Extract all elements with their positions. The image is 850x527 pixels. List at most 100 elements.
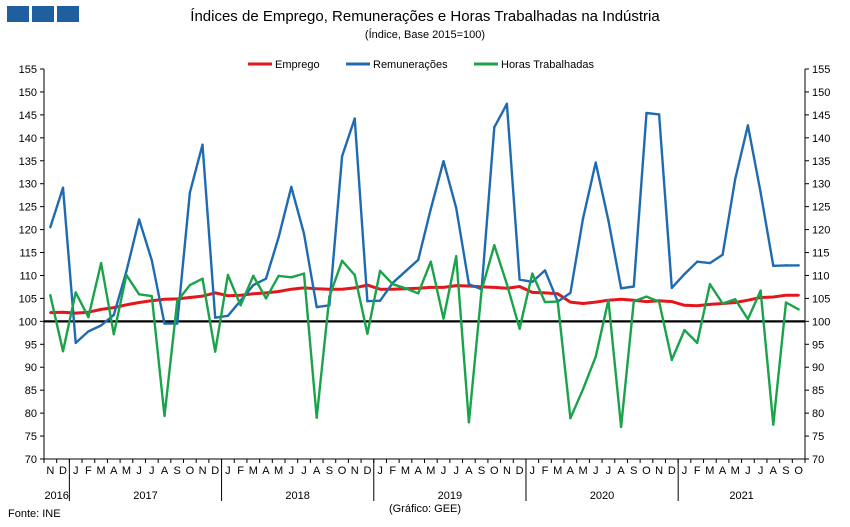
x-month-label: D — [59, 465, 67, 477]
series-3-point — [645, 295, 648, 298]
series-1-point — [226, 294, 230, 297]
series-2-point — [252, 283, 255, 287]
x-month-label: D — [668, 465, 676, 477]
series-1-point — [74, 311, 77, 315]
series-2-point — [772, 264, 775, 268]
y-tick-right-label: 90 — [812, 362, 824, 374]
x-month-label: S — [478, 465, 485, 477]
x-month-label: N — [351, 465, 359, 477]
logo-block-1 — [7, 6, 29, 22]
series-3-point — [175, 299, 179, 303]
series-2-point — [442, 160, 445, 163]
x-month-label: J — [530, 465, 536, 477]
series-2-point — [340, 154, 344, 158]
series-1-point — [619, 298, 623, 301]
series-2-point — [607, 219, 610, 222]
chart-subtitle: (Índice, Base 2015=100) — [364, 29, 486, 41]
series-3-point — [290, 276, 293, 279]
x-month-label: M — [553, 465, 562, 477]
y-tick-right-label: 80 — [812, 408, 824, 420]
series-3-point — [302, 272, 306, 275]
series-3-point — [670, 358, 674, 362]
series-2-point — [746, 124, 750, 127]
series-2-point — [543, 269, 547, 272]
series-3-point — [252, 274, 255, 278]
series-2-point — [632, 285, 635, 288]
series-1-point — [543, 291, 547, 295]
y-tick-right-label: 95 — [812, 339, 824, 351]
x-month-label: S — [326, 465, 333, 477]
series-3-point — [391, 282, 394, 286]
series-2-point — [264, 277, 268, 280]
series-3-point — [416, 292, 420, 295]
series-3-point — [74, 291, 77, 294]
series-2-point — [670, 286, 674, 290]
x-year-label: 2019 — [438, 490, 462, 502]
series-2-point — [581, 217, 585, 220]
series-1-point — [264, 291, 268, 295]
y-tick-right-label: 100 — [812, 316, 830, 328]
series-1-point — [391, 288, 394, 291]
series-1-point — [797, 294, 800, 297]
series-line-3 — [49, 243, 800, 429]
series-2-point — [61, 186, 65, 190]
series-3-point — [543, 300, 547, 304]
legend-label: Emprego — [275, 59, 320, 71]
series-1-point — [137, 301, 141, 304]
logo-block-2 — [32, 6, 54, 22]
x-month-label: A — [719, 465, 727, 477]
series-2-point — [99, 324, 103, 327]
series-2-point — [87, 330, 90, 333]
x-month-label: J — [136, 465, 142, 477]
x-month-label: M — [96, 465, 105, 477]
y-tick-right-label: 145 — [812, 110, 830, 122]
x-month-label: O — [794, 465, 803, 477]
y-tick-right-label: 105 — [812, 293, 830, 305]
series-2-point — [734, 177, 737, 181]
y-tick-left-label: 150 — [19, 87, 37, 99]
series-2-point — [175, 322, 179, 325]
x-month-label: M — [705, 465, 714, 477]
x-month-label: A — [313, 465, 321, 477]
series-2-point — [518, 278, 521, 281]
series-2-point — [150, 259, 154, 262]
x-month-label: J — [453, 465, 459, 477]
series-3-point — [708, 282, 712, 286]
x-month-label: A — [465, 465, 473, 477]
x-month-label: N — [199, 465, 207, 477]
series-2-point — [366, 299, 369, 303]
x-month-label: J — [225, 465, 231, 477]
series-2-point — [657, 113, 661, 116]
y-tick-right-label: 115 — [812, 248, 830, 260]
series-3-point — [455, 255, 458, 258]
series-3-point — [112, 333, 115, 336]
y-tick-left-label: 145 — [19, 110, 37, 122]
series-1-point — [163, 298, 166, 301]
series-3-point — [61, 349, 65, 353]
x-month-label: J — [682, 465, 688, 477]
series-3-point — [467, 421, 471, 424]
series-2-point — [708, 261, 712, 265]
series-3-point — [150, 294, 154, 298]
x-month-label: F — [85, 465, 92, 477]
x-month-label: O — [490, 465, 499, 477]
y-tick-right-label: 120 — [812, 225, 830, 237]
series-2-point — [683, 272, 686, 276]
series-2-point — [163, 322, 166, 325]
y-tick-left-label: 95 — [25, 339, 37, 351]
x-month-label: D — [211, 465, 219, 477]
x-month-label: A — [770, 465, 778, 477]
series-1-point — [315, 287, 318, 290]
x-month-label: J — [593, 465, 599, 477]
chart-credit: (Gráfico: GEE) — [388, 503, 462, 515]
series-1-point — [772, 295, 775, 299]
series-2-point — [619, 287, 623, 290]
series-1-point — [708, 303, 712, 306]
y-tick-left-label: 110 — [19, 270, 37, 282]
x-month-label: M — [578, 465, 587, 477]
series-2-point — [429, 207, 433, 211]
series-3-point — [518, 327, 521, 330]
series-1-point — [99, 308, 103, 311]
y-tick-left-label: 125 — [19, 202, 37, 214]
x-month-label: M — [122, 465, 131, 477]
